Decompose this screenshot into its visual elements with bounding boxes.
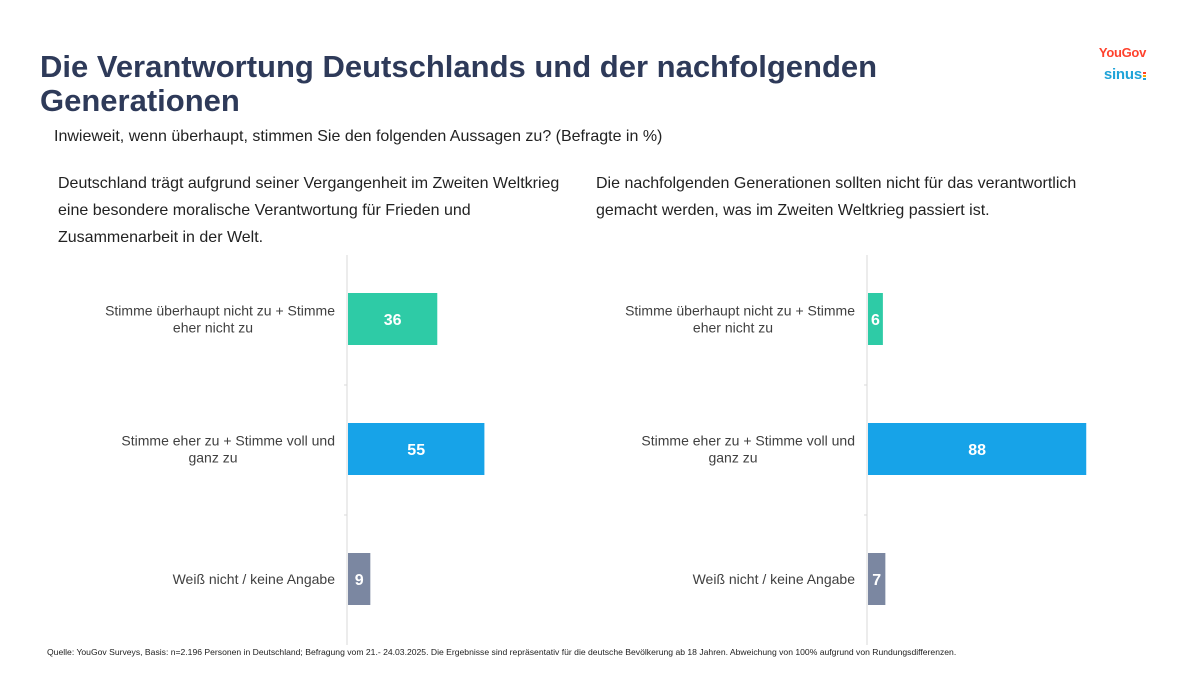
right-bar-1 [868,293,883,345]
right-bar-3 [868,553,886,605]
left-category-label-1-line-1: Stimme überhaupt nicht zu + Stimme [105,303,335,319]
sinus-logo: sinus [1103,66,1142,83]
left-bar-2-value: 55 [407,442,425,459]
survey-question: Inwieweit, wenn überhaupt, stimmen Sie d… [54,128,663,145]
left-bar-chart-svg: 36 Stimme überhaupt nicht zu + Stimmeeher… [105,255,485,645]
left-bar-3-value: 9 [355,572,364,589]
right-panel-statement: Die nachfolgenden Generationen sollten n… [596,175,1077,219]
right-category-label-2-line-2: ganz zu [708,450,757,466]
left-category-label-3-line-1: Weiß nicht / keine Angabe [173,571,336,587]
left-category-label-2-line-2: ganz zu [188,450,237,466]
left-bar-1 [348,293,438,345]
sinus-logo-dots [1143,72,1146,82]
right-bar-chart-svg: 6 Stimme überhaupt nicht zu + Stimmeeher … [625,255,1087,645]
right-bar-2-value: 88 [968,442,986,459]
page-title: Die Verantwortung Deutschlands und der n… [40,49,878,118]
left-bar-chart: 36 Stimme überhaupt nicht zu + Stimme eher… [40,255,600,645]
right-bar-3-value: 7 [872,572,881,589]
right-category-label-2-line-1: Stimme eher zu + Stimme voll und [641,433,855,449]
right-category-label-3-line-1: Weiß nicht / keine Angabe [693,571,856,587]
right-category-label-1-line-1: Stimme überhaupt nicht zu + Stimme [625,303,855,319]
right-bar-2 [868,423,1087,475]
source-note: Quelle: YouGov Surveys, Basis: n=2.196 P… [47,647,957,657]
left-category-label-1-line-2: eher nicht zu [173,320,253,336]
right-bar-1-value: 6 [871,312,880,329]
right-category-label-1-line-2: eher nicht zu [693,320,773,336]
yougov-logo: YouGov [1098,45,1146,60]
left-bar-1-value: 36 [384,312,402,329]
left-bar-2 [348,423,485,475]
left-category-label-2-line-1: Stimme eher zu + Stimme voll und [121,433,335,449]
left-panel-statement: Deutschland trägt aufgrund seiner Vergan… [58,175,560,246]
right-bar-chart: 6 Stimme überhaupt nicht zu + Stimme eher … [560,255,1120,645]
left-bar-3 [348,553,371,605]
